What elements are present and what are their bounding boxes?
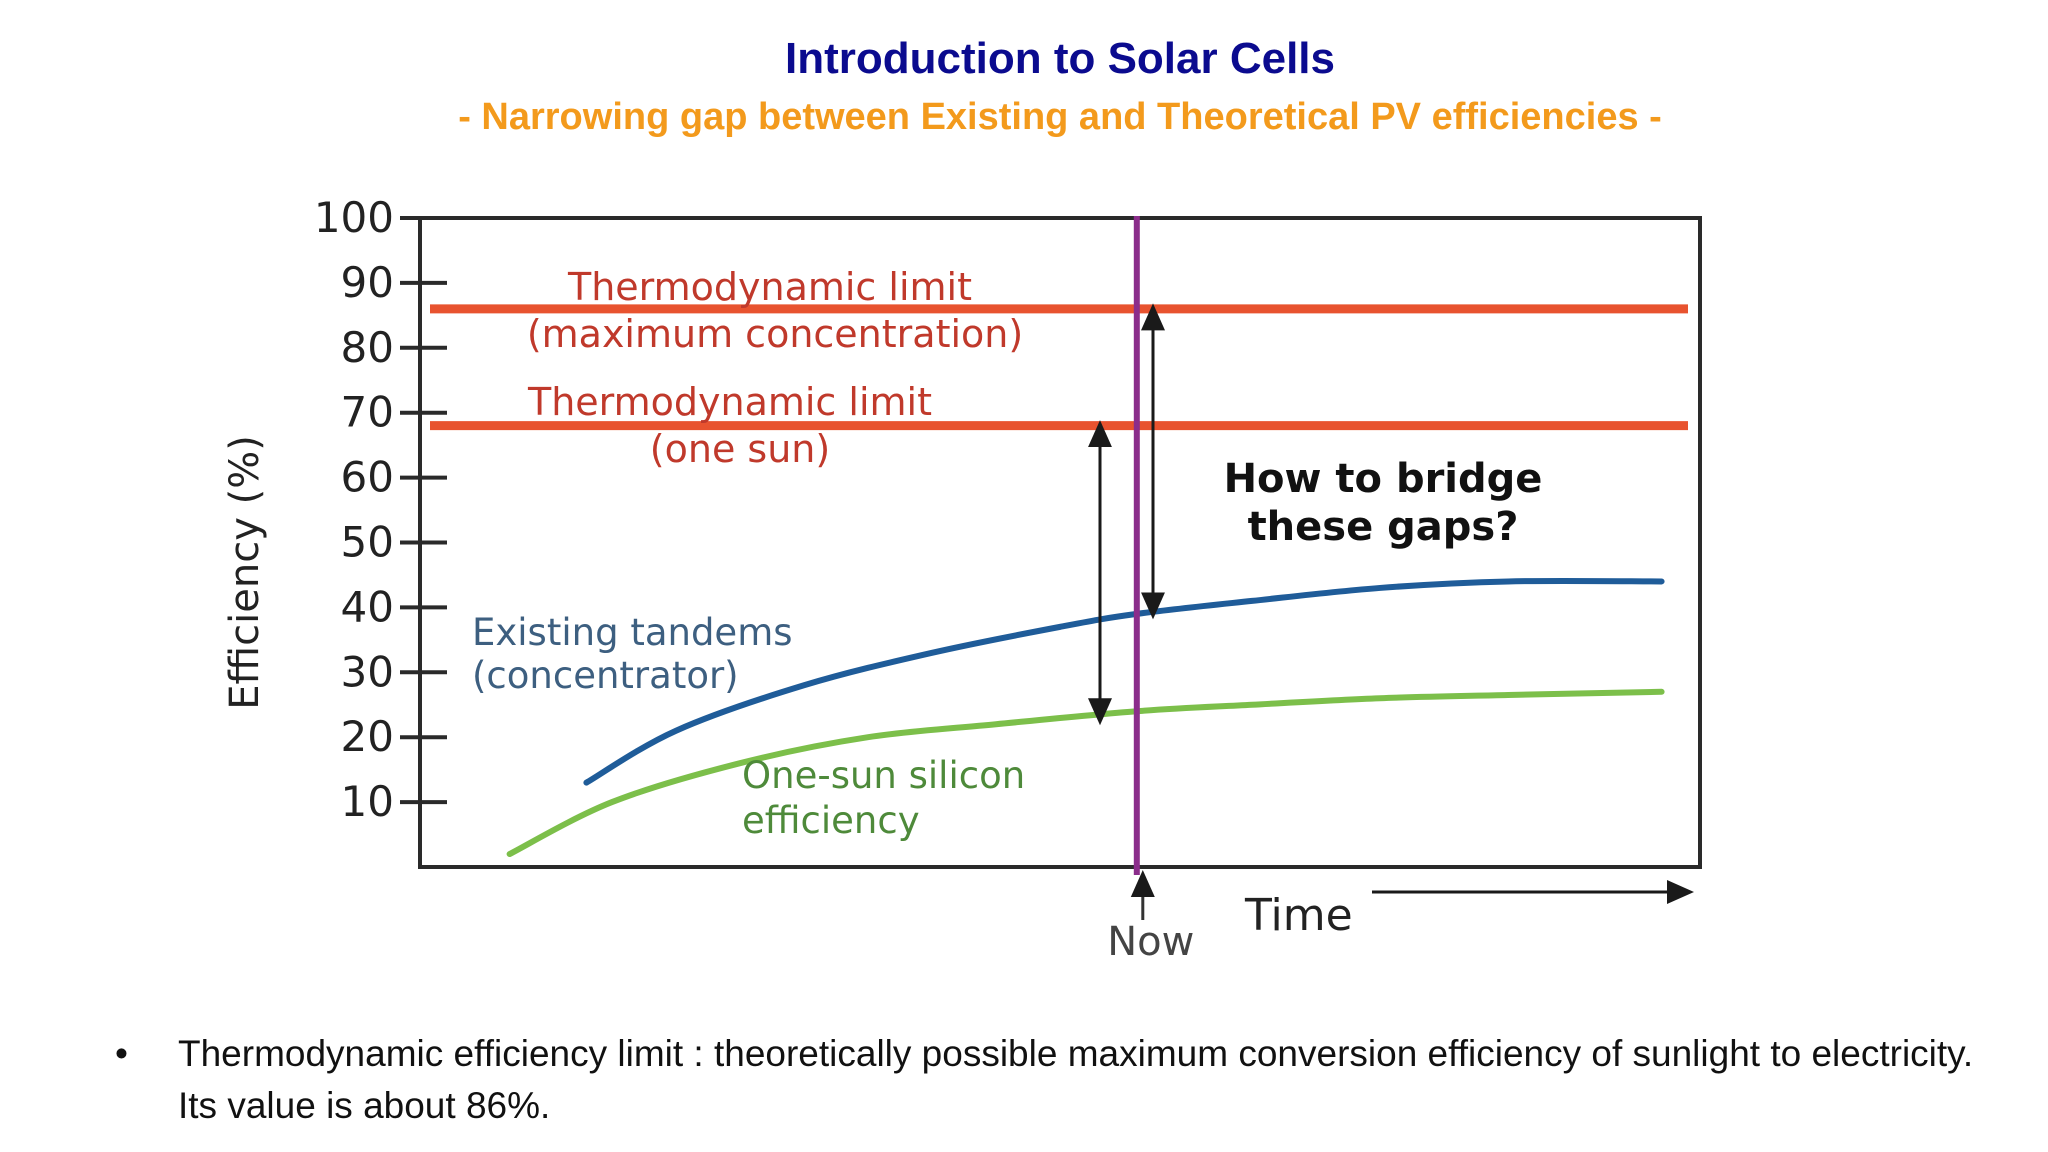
y-tick-label: 100 xyxy=(314,193,394,242)
series-label-line: (concentrator) xyxy=(472,654,739,697)
y-tick-label: 30 xyxy=(341,647,394,696)
y-tick-label: 40 xyxy=(341,582,394,631)
bullet-icon: • xyxy=(115,1033,128,1074)
y-tick-label: 60 xyxy=(341,453,394,502)
series-line xyxy=(506,688,1665,858)
annotation-line: How to bridge xyxy=(1224,456,1543,502)
limit-label-line: (one sun) xyxy=(650,427,830,471)
y-tick-label: 50 xyxy=(341,518,394,567)
slide-subtitle: - Narrowing gap between Existing and The… xyxy=(458,96,1662,138)
y-tick-label: 90 xyxy=(341,258,394,307)
limit-label-line: Thermodynamic limit xyxy=(567,265,972,309)
limit-label-line: (maximum concentration) xyxy=(527,312,1023,356)
x-axis-label: Time xyxy=(1244,890,1353,941)
now-label: Now xyxy=(1107,919,1194,965)
bullet-text: Thermodynamic efficiency limit : theoret… xyxy=(178,1033,1974,1126)
y-tick-label: 10 xyxy=(341,777,394,826)
series-label-line: efficiency xyxy=(742,799,920,842)
slide-title: Introduction to Solar Cells xyxy=(784,34,1336,83)
y-tick-label: 20 xyxy=(341,712,394,761)
y-tick-label: 70 xyxy=(341,388,394,437)
y-tick-label: 80 xyxy=(341,323,394,372)
limit-label-line: Thermodynamic limit xyxy=(527,380,932,424)
series-label-line: Existing tandems xyxy=(472,611,793,654)
series-label-line: One-sun silicon xyxy=(742,754,1025,797)
annotation-line: these gaps? xyxy=(1248,504,1519,550)
y-axis-label: Efficiency (%) xyxy=(222,435,268,710)
